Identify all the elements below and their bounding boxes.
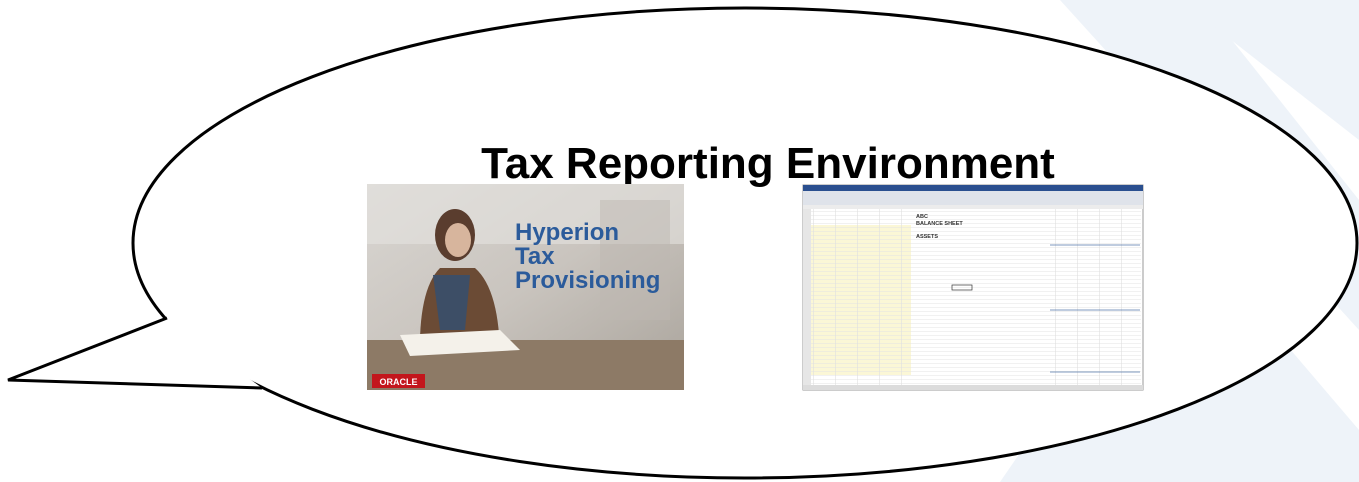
thumbnail-text: Hyperion <box>515 219 619 246</box>
sheet-text: ASSETS <box>916 234 938 240</box>
spreadsheet-thumbnail: ABC BALANCE SHEET ASSETS <box>803 185 1143 390</box>
hyperion-thumbnail: ORACLE Hyperion Tax Provisioning <box>367 184 684 390</box>
slide: Tax Reporting Environment ORACLE Hyperio… <box>0 0 1359 482</box>
sheet-text: ABC <box>916 214 928 220</box>
title: Tax Reporting Environment <box>481 139 1055 188</box>
sheet-text: BALANCE SHEET <box>916 221 963 227</box>
brand-label: ORACLE <box>380 377 418 387</box>
thumbnail-text: Tax <box>515 243 555 270</box>
thumbnail-text: Provisioning <box>515 267 660 294</box>
